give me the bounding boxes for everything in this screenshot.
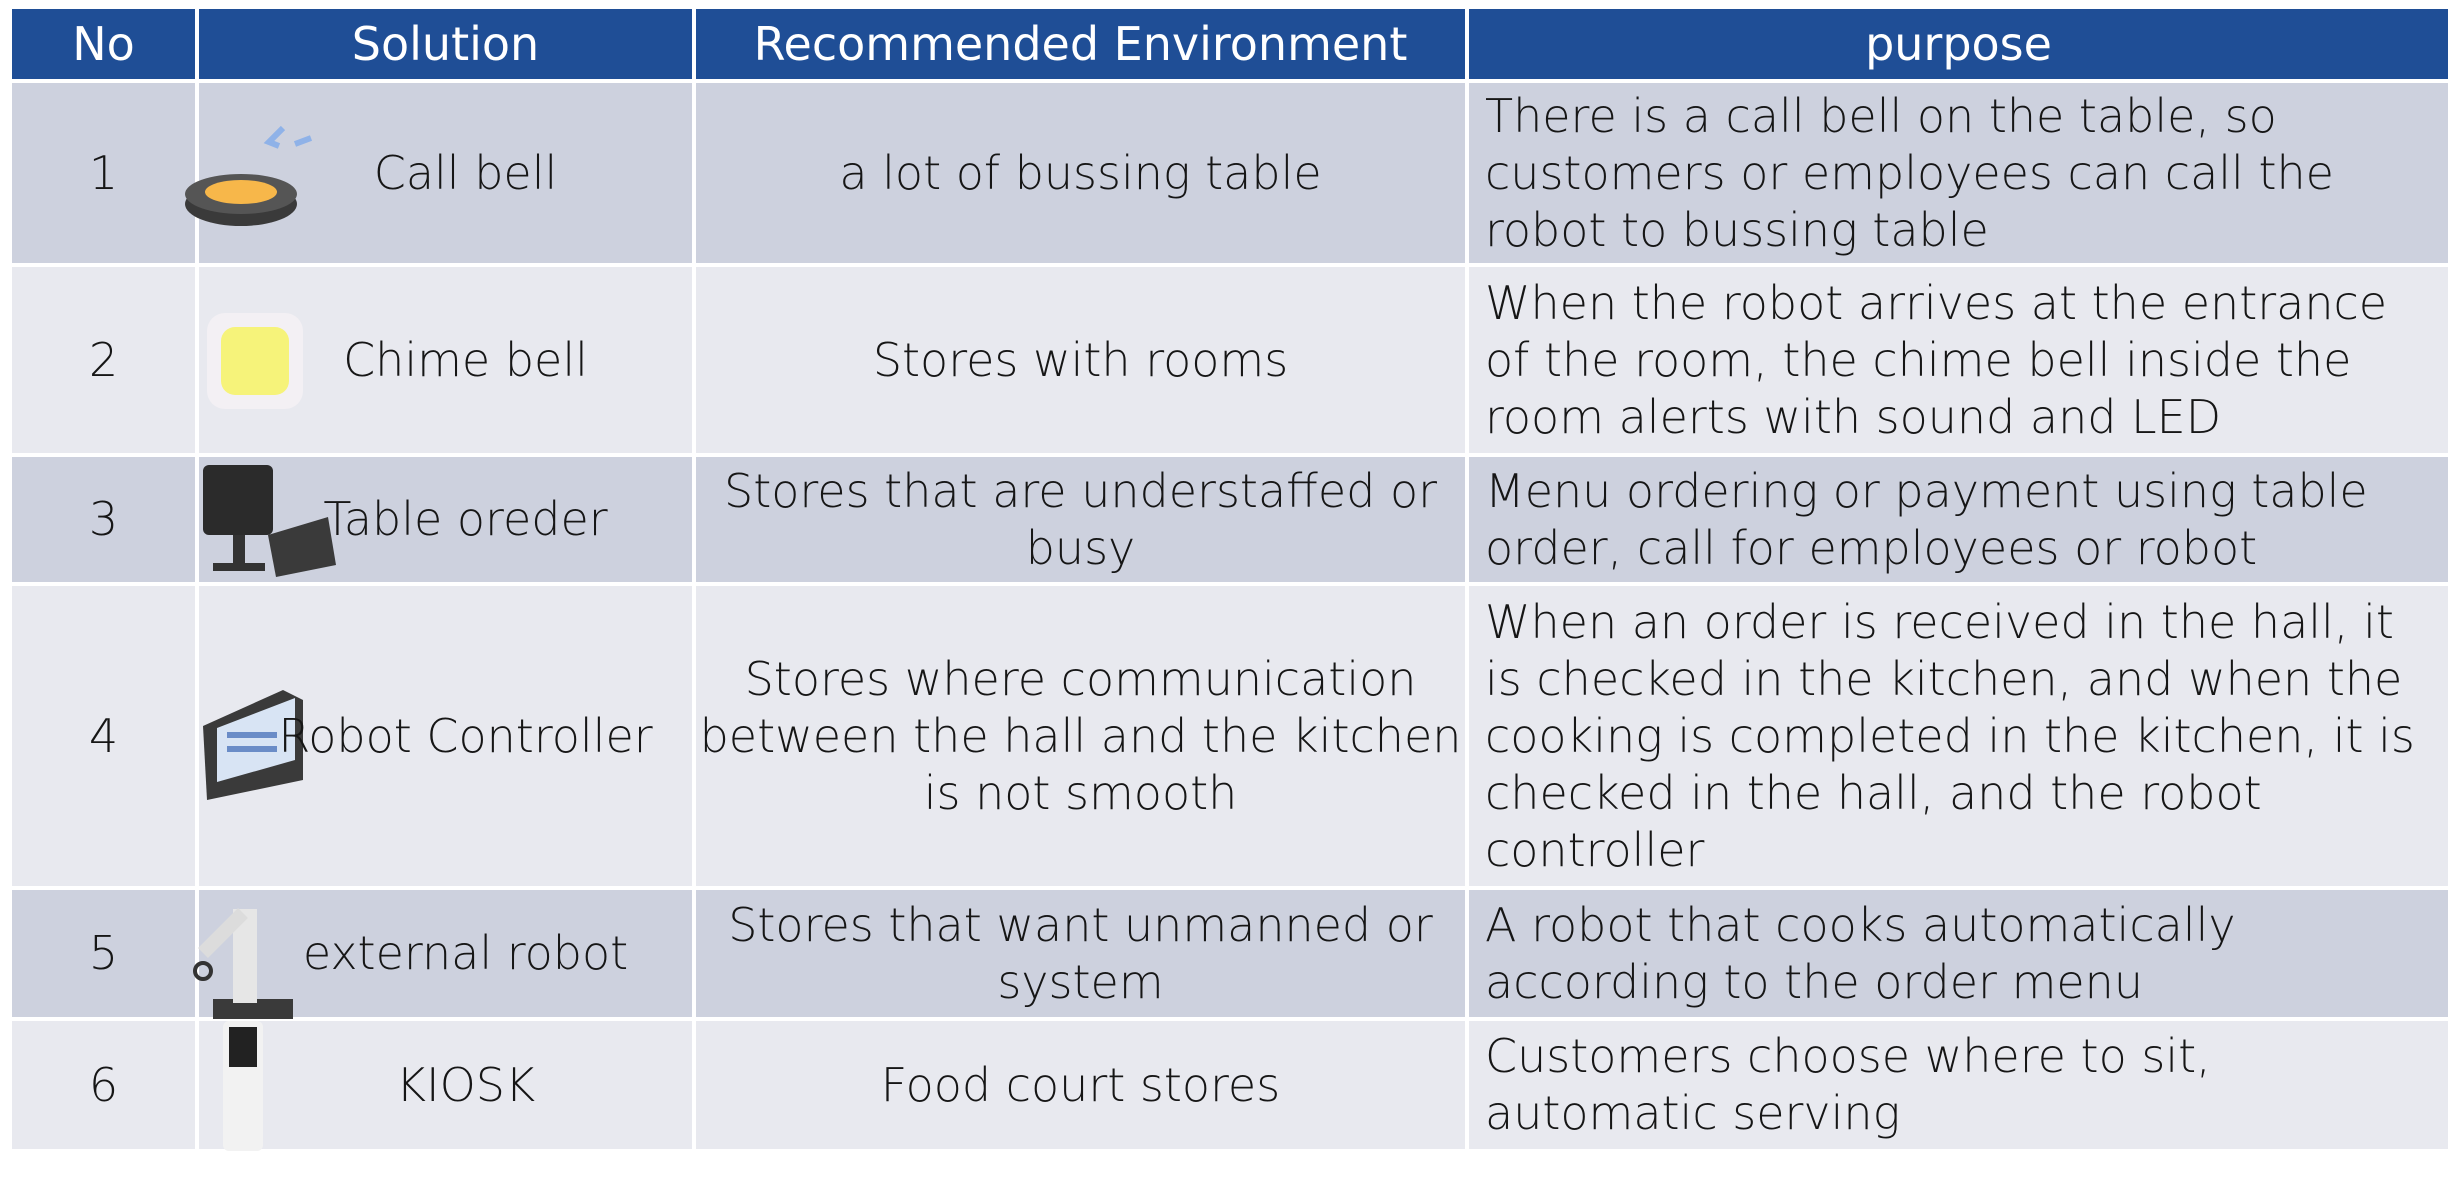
solution-name: Robot Controller bbox=[278, 708, 653, 763]
environment-cell: a lot of bussing table bbox=[692, 79, 1469, 267]
number-cell: 2 bbox=[8, 263, 199, 457]
solution-icon bbox=[203, 690, 303, 800]
table-row: 5 external robot Stores that want unmanned… bbox=[8, 886, 2452, 1021]
table-row: 1 Call bell a lot of bussing table There is… bbox=[8, 79, 2452, 267]
solution-name: Chime bell bbox=[343, 332, 588, 387]
table-row: 6 KIOSK Food court stores Customers choose … bbox=[8, 1017, 2452, 1153]
number-cell: 4 bbox=[8, 582, 199, 890]
table-body: 1 Call bell a lot of bussing table There is… bbox=[8, 79, 2452, 1153]
solution-cell: Robot Controller bbox=[195, 582, 696, 890]
table-row: 3 Table oreder Stores that are understaffe… bbox=[8, 453, 2452, 586]
solutions-table: No Solution Recommended Environment purp… bbox=[8, 5, 2452, 1153]
environment-cell: Food court stores bbox=[692, 1017, 1469, 1153]
header-cell: Solution bbox=[195, 5, 696, 83]
purpose-cell: There is a call bell on the table, so cu… bbox=[1465, 79, 2452, 267]
table-row: 4 Robot Controller Stores where communicat… bbox=[8, 582, 2452, 890]
purpose-cell: Customers choose where to sit, automatic… bbox=[1465, 1017, 2452, 1153]
solution-icon bbox=[223, 1021, 263, 1151]
environment-cell: Stores where communication between the h… bbox=[692, 582, 1469, 890]
purpose-cell: Menu ordering or payment using table ord… bbox=[1465, 453, 2452, 586]
number-cell: 1 bbox=[8, 79, 199, 267]
number-cell: 6 bbox=[8, 1017, 199, 1153]
header-cell: No bbox=[8, 5, 199, 83]
number-cell: 3 bbox=[8, 453, 199, 586]
solution-icon bbox=[193, 907, 293, 1019]
purpose-cell: When the robot arrives at the entrance o… bbox=[1465, 263, 2452, 457]
number-cell: 5 bbox=[8, 886, 199, 1021]
header-cell: Recommended Environment bbox=[692, 5, 1469, 83]
header-row: No Solution Recommended Environment purp… bbox=[8, 5, 2452, 83]
solution-icon bbox=[185, 125, 313, 226]
solution-cell: external robot bbox=[193, 886, 696, 1021]
header-cell: purpose bbox=[1465, 5, 2452, 83]
solution-cell: Call bell bbox=[185, 79, 696, 267]
solution-name: Table oreder bbox=[323, 492, 608, 546]
environment-cell: Stores with rooms bbox=[692, 263, 1469, 457]
solution-cell: Table oreder bbox=[195, 453, 696, 586]
solution-icon bbox=[207, 313, 303, 409]
environment-cell: Stores that want unmanned or system bbox=[692, 886, 1469, 1021]
environment-cell: Stores that are understaffed or busy bbox=[692, 453, 1469, 586]
solution-name: Call bell bbox=[373, 145, 558, 200]
solution-name: KIOSK bbox=[395, 1057, 536, 1112]
solution-cell: Chime bell bbox=[195, 263, 696, 457]
purpose-cell: When an order is received in the hall, i… bbox=[1465, 582, 2452, 890]
solution-icon bbox=[203, 464, 336, 577]
solution-cell: KIOSK bbox=[195, 1017, 696, 1153]
solution-name: external robot bbox=[302, 926, 629, 980]
purpose-cell: A robot that cooks automatically accordi… bbox=[1465, 886, 2452, 1021]
table-row: 2 Chime bell Stores with rooms When the rob… bbox=[8, 263, 2452, 457]
